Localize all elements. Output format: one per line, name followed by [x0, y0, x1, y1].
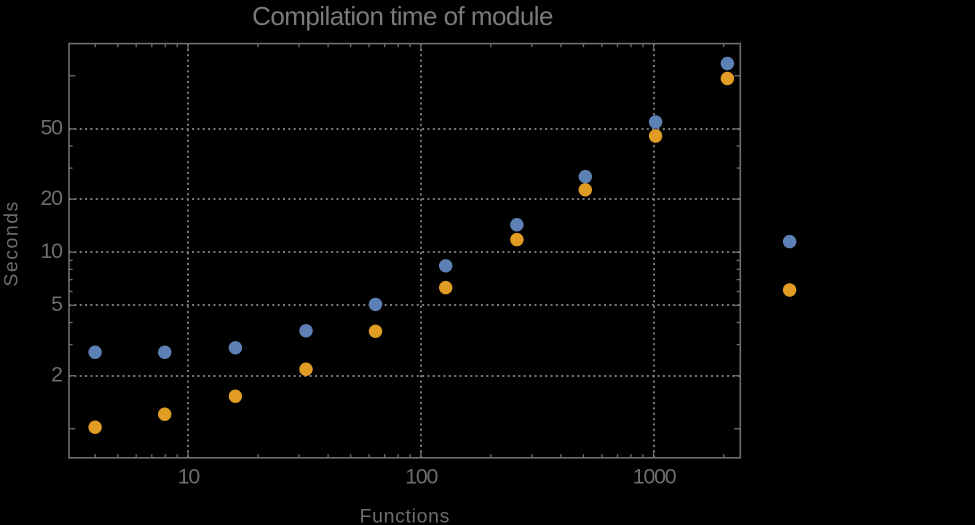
- svg-text:Compilation time of module: Compilation time of module: [252, 1, 553, 31]
- svg-text:100: 100: [405, 464, 438, 488]
- svg-text:10: 10: [41, 239, 64, 263]
- svg-text:10: 10: [178, 464, 201, 488]
- svg-text:5: 5: [51, 292, 62, 316]
- svg-text:1000: 1000: [633, 464, 677, 488]
- svg-text:20: 20: [41, 186, 64, 210]
- svg-text:Functions: Functions: [360, 506, 450, 525]
- svg-text:2: 2: [51, 363, 62, 387]
- svg-text:Seconds: Seconds: [1, 200, 23, 286]
- svg-text:50: 50: [41, 116, 64, 140]
